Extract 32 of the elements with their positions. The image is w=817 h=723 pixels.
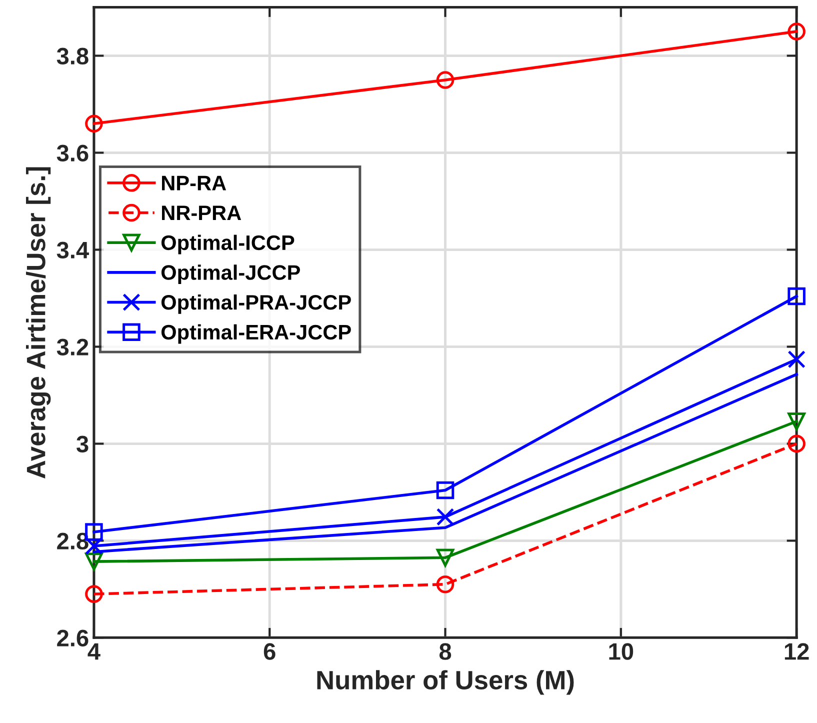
y-tick-label: 3.2 (56, 338, 88, 356)
point (85, 552, 103, 570)
point (436, 508, 454, 526)
legend-label: NP-RA (162, 176, 226, 190)
y-axis-title: Average Airtime/User [s.] (26, 167, 51, 478)
point (85, 585, 103, 603)
point (436, 548, 454, 567)
y-tick-label: 3.6 (56, 144, 88, 162)
legend-label: Optimal-JCCP (161, 264, 300, 284)
point (788, 22, 806, 40)
point (788, 350, 806, 368)
x-tick-label: 6 (264, 643, 276, 660)
x-tick-label: 10 (609, 643, 634, 660)
x-axis-title: Number of Users (M) (317, 670, 574, 695)
y-tick-label: 3.4 (56, 242, 89, 259)
x-tick-label: 4 (88, 643, 100, 660)
x-tick-label: 8 (439, 643, 452, 660)
y-tick-label: 2.6 (57, 630, 88, 646)
point (436, 481, 454, 500)
point (85, 114, 103, 133)
y-tick-label: 3.8 (56, 48, 88, 65)
legend-label: Optimal-ICCP (161, 234, 294, 254)
point (788, 434, 806, 453)
y-tick-label: 3 (76, 436, 88, 453)
point (436, 71, 454, 89)
point (788, 287, 806, 306)
x-tick-label: 12 (784, 643, 809, 660)
point (788, 412, 806, 430)
legend-label: Optimal-PRA-JCCP (161, 294, 351, 314)
legend-label: NR-PRA (162, 206, 242, 220)
legend-label: Optimal-ERA-JCCP (161, 324, 351, 344)
point (436, 575, 454, 594)
